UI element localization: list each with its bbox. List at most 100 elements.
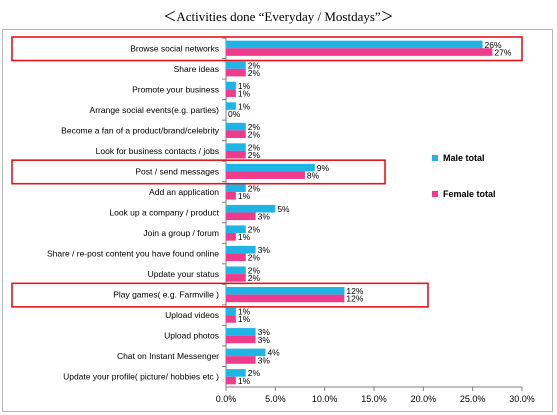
data-label: 1% — [238, 81, 251, 91]
bar-female — [226, 68, 246, 77]
data-label: 1% — [238, 307, 251, 317]
legend-label: Male total — [443, 153, 485, 163]
bar-male — [226, 307, 236, 316]
chart-title: ＜Activities done “Everyday / Mostdays”＞ — [163, 9, 394, 24]
data-label: 8% — [307, 171, 320, 181]
data-label: 9% — [317, 163, 330, 173]
category-label: Post / send messages — [135, 166, 219, 176]
data-label: 1% — [238, 88, 251, 98]
data-label: 2% — [248, 129, 261, 139]
data-label: 3% — [258, 212, 271, 222]
data-label: 2% — [248, 273, 261, 283]
bar-female — [226, 48, 493, 56]
bar-male — [226, 266, 246, 275]
category-label: Share / re-post content you have found o… — [47, 249, 219, 259]
data-label: 2% — [248, 122, 261, 132]
bar-male — [226, 102, 236, 110]
category-label: Become a fan of a product/brand/celebrit… — [61, 125, 220, 135]
data-label: 27% — [494, 47, 511, 57]
bar-female — [226, 212, 256, 221]
data-label: 2% — [248, 225, 261, 235]
bar-male — [226, 225, 246, 234]
bar-female — [226, 89, 236, 97]
data-label: 2% — [248, 68, 261, 78]
category-label: Browse social networks — [130, 43, 219, 53]
bar-female — [226, 274, 246, 282]
category-label: Add an application — [149, 187, 219, 197]
highlight-box — [11, 282, 429, 308]
bar-female — [226, 335, 256, 344]
highlight-box — [11, 159, 386, 185]
x-tick-label: 0.0% — [216, 394, 237, 404]
bar-female — [226, 150, 246, 159]
data-label: 2% — [248, 368, 261, 378]
bar-male — [226, 61, 246, 69]
bar-female — [226, 130, 246, 138]
bar-female — [226, 376, 236, 385]
data-label: 12% — [346, 294, 363, 304]
bar-female — [226, 294, 345, 303]
chart-frame — [2, 29, 553, 412]
x-tick-label: 5.0% — [265, 394, 286, 404]
bar-male — [226, 245, 256, 254]
data-label: 5% — [277, 204, 290, 214]
category-label: Share ideas — [174, 64, 219, 74]
bar-female — [226, 191, 236, 200]
bar-male — [226, 81, 236, 90]
bar-male — [226, 369, 246, 377]
data-label: 3% — [258, 335, 271, 345]
category-label: Look up a company / product — [109, 208, 219, 218]
category-label: Upload videos — [165, 310, 219, 320]
data-label: 1% — [238, 376, 251, 386]
bar-male — [226, 163, 315, 172]
bar-male — [226, 143, 246, 151]
category-label: Play games( e.g. Farmville ) — [113, 290, 219, 300]
bar-female — [226, 171, 305, 180]
data-label: 2% — [248, 142, 261, 152]
data-label: 1% — [238, 101, 251, 111]
data-label: 3% — [258, 245, 271, 255]
bar-male — [226, 184, 246, 192]
data-label: 26% — [485, 40, 502, 50]
bar-male — [226, 204, 276, 213]
category-label: Update your status — [148, 269, 219, 279]
data-label: 3% — [258, 327, 271, 337]
data-label: 2% — [248, 150, 261, 160]
legend-label: Female total — [443, 189, 496, 199]
bar-male — [226, 287, 345, 295]
x-tick-label: 15.0% — [361, 394, 387, 404]
bar-male — [226, 328, 256, 336]
bar-male — [226, 122, 246, 131]
data-label: 4% — [267, 348, 280, 358]
bar-female — [226, 253, 246, 262]
data-label: 0% — [228, 109, 241, 119]
bar-male — [226, 348, 266, 357]
bar-female — [226, 315, 236, 323]
data-label: 2% — [248, 60, 261, 70]
legend-swatch — [432, 191, 438, 197]
category-label: Look for business contacts / jobs — [96, 146, 219, 156]
x-tick-label: 30.0% — [509, 394, 535, 404]
data-label: 2% — [248, 253, 261, 263]
category-label: Chat on Instant Messenger — [117, 351, 219, 361]
data-label: 12% — [346, 286, 363, 296]
category-label: Arrange social events(e.g. parties) — [90, 105, 220, 115]
data-label: 1% — [238, 232, 251, 242]
bar-male — [226, 40, 483, 49]
legend-swatch — [432, 155, 438, 161]
category-label: Join a group / forum — [143, 228, 219, 238]
category-label: Upload photos — [164, 331, 219, 341]
data-label: 2% — [248, 183, 261, 193]
bar-female — [226, 233, 236, 241]
highlight-box — [11, 36, 523, 62]
bar-female — [226, 356, 256, 364]
category-label: Promote your business — [132, 84, 219, 94]
data-label: 3% — [258, 355, 271, 365]
data-label: 2% — [248, 266, 261, 276]
category-label: Update your profile( picture/ hobbies et… — [63, 372, 219, 382]
data-label: 1% — [238, 314, 251, 324]
x-tick-label: 20.0% — [411, 394, 437, 404]
data-label: 1% — [238, 191, 251, 201]
x-tick-label: 25.0% — [460, 394, 486, 404]
